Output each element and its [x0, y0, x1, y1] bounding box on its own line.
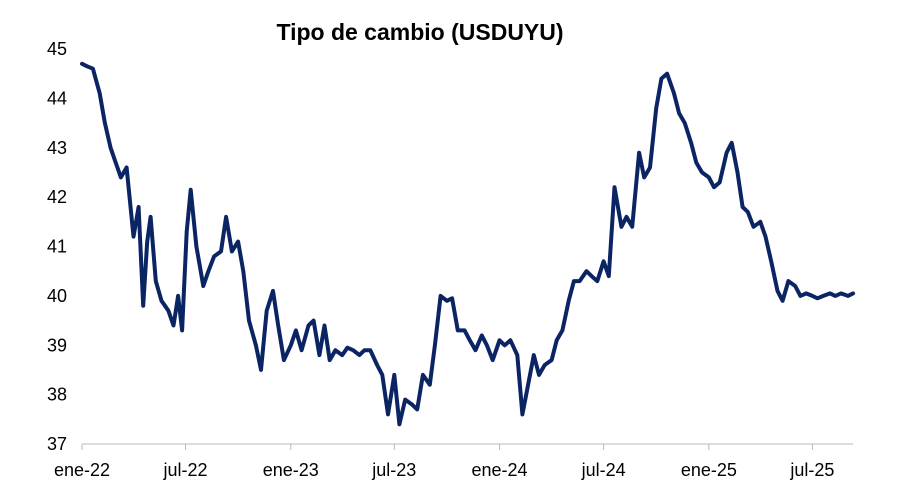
x-tick-label: ene-25: [681, 460, 737, 480]
y-tick-label: 39: [47, 335, 67, 355]
y-axis: 37 38 39 40 41 42 43 44 45: [47, 39, 67, 454]
y-tick-label: 38: [47, 385, 67, 405]
x-tick-label: jul-24: [581, 460, 626, 480]
x-tick-label: ene-24: [471, 460, 527, 480]
x-tick-label: jul-25: [789, 460, 834, 480]
x-tick-label: jul-22: [163, 460, 208, 480]
y-tick-label: 44: [47, 88, 67, 108]
y-tick-label: 43: [47, 138, 67, 158]
x-tick-label: ene-23: [263, 460, 319, 480]
x-axis: ene-22 jul-22 ene-23 jul-23 ene-24 jul-24 ene-…: [54, 443, 853, 480]
y-tick-label: 37: [47, 434, 67, 454]
y-tick-label: 42: [47, 187, 67, 207]
chart-title: Tipo de cambio (USDUYU): [276, 19, 563, 45]
y-tick-label: 41: [47, 237, 67, 257]
series-line-usduyu: [80, 61, 855, 427]
y-tick-label: 40: [47, 286, 67, 306]
x-tick-label: ene-22: [54, 460, 110, 480]
x-tick-label: jul-23: [371, 460, 416, 480]
y-tick-label: 45: [47, 39, 67, 59]
series-layer: [80, 61, 855, 427]
